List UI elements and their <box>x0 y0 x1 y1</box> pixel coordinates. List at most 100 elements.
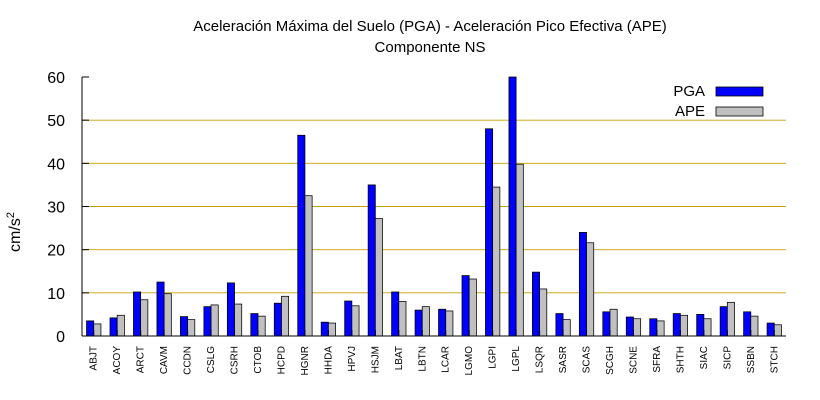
bar-ape-lcar <box>445 310 454 337</box>
legend-swatch-ape <box>715 106 764 117</box>
bar-ape-arct <box>140 299 149 337</box>
bar-pga-lsqr <box>532 271 540 337</box>
bar-pga-lgmo <box>461 275 470 337</box>
y-axis-label-text: cm/s <box>7 218 24 252</box>
bar-ape-hpvj <box>351 305 360 337</box>
bar-pga-hsjm <box>367 184 376 337</box>
y-tick-label-50: 50 <box>47 113 65 130</box>
bar-ape-abjt <box>93 323 102 337</box>
bar-ape-scas <box>586 242 595 337</box>
bar-ape-lsqr <box>539 288 548 337</box>
chart-subtitle: Componente NS <box>375 39 486 56</box>
bar-ape-cavm <box>163 293 172 337</box>
bar-pga-hhda <box>320 321 329 337</box>
legend-label-ape: APE <box>675 103 705 120</box>
bar-pga-scas <box>578 232 587 337</box>
bar-ape-hcpd <box>281 295 290 337</box>
bar-pga-acoy <box>109 317 118 337</box>
bar-pga-scgh <box>602 311 611 337</box>
bar-pga-cslg <box>203 306 212 337</box>
x-tick-label-lbtn: LBTN <box>417 346 428 372</box>
bar-ape-lgpl <box>515 163 524 337</box>
bar-pga-sicp <box>719 306 728 337</box>
x-tick-label-hgnr: HGNR <box>300 346 311 375</box>
y-tick-label-60: 60 <box>47 70 65 87</box>
x-tick-label-hcpd: HCPD <box>276 346 287 374</box>
bar-ape-hsjm <box>374 218 383 337</box>
legend-label-pga: PGA <box>673 83 705 100</box>
bar-ape-sasr <box>562 319 571 337</box>
y-tick-label-40: 40 <box>47 156 65 173</box>
x-tick-label-siac: SIAC <box>699 346 710 369</box>
bar-pga-hpvj <box>344 300 353 337</box>
bar-ape-acoy <box>116 314 125 337</box>
bar-ape-sicp <box>726 301 735 337</box>
bar-pga-scne <box>625 316 634 337</box>
x-tick-label-cavm: CAVM <box>159 346 170 374</box>
bar-pga-abjt <box>86 320 95 337</box>
bar-pga-lgpl <box>508 76 517 337</box>
x-tick-label-scne: SCNE <box>628 346 639 374</box>
bar-ape-stch <box>773 324 782 337</box>
x-tick-label-ctob: CTOB <box>253 346 264 374</box>
y-tick-label-10: 10 <box>47 286 65 303</box>
bar-ape-shth <box>680 314 688 337</box>
bar-ape-scne <box>633 318 642 337</box>
bar-pga-lbtn <box>414 309 423 337</box>
x-tick-label-sicp: SICP <box>722 346 733 370</box>
x-tick-label-lcar: LCAR <box>441 346 452 373</box>
bar-ape-siac <box>703 318 712 337</box>
x-tick-label-lgpi: LGPI <box>488 346 499 369</box>
bar-ape-lgmo <box>468 278 477 337</box>
bar-pga-ctob <box>250 313 259 337</box>
x-tick-label-abjt: ABJT <box>89 346 100 370</box>
x-tick-label-ccdn: CCDN <box>183 346 194 375</box>
x-tick-label-stch: STCH <box>769 346 780 373</box>
bar-pga-siac <box>696 314 705 337</box>
x-tick-label-acoy: ACOY <box>112 346 123 375</box>
bar-pga-sfra <box>649 318 658 337</box>
x-tick-label-cslg: CSLG <box>206 346 217 373</box>
x-tick-label-arct: ARCT <box>136 346 147 373</box>
x-tick-label-hhda: HHDA <box>323 346 334 375</box>
bar-ape-lgpi <box>492 186 501 337</box>
bar-ape-ssbn <box>750 315 759 337</box>
chart-title: Aceleración Máxima del Suelo (PGA) - Ace… <box>193 18 667 35</box>
y-axis-label-superscript: 2 <box>5 212 17 218</box>
x-tick-label-sasr: SASR <box>558 346 569 373</box>
bar-ape-csrh <box>234 303 243 337</box>
legend-swatch-pga <box>715 86 764 97</box>
x-tick-label-lbat: LBAT <box>394 346 405 370</box>
x-tick-label-shth: SHTH <box>675 346 686 373</box>
bar-ape-ccdn <box>187 319 196 337</box>
y-tick-label-20: 20 <box>47 243 65 260</box>
y-axis-label: cm/s2 <box>5 212 24 252</box>
bar-pga-ccdn <box>180 316 188 337</box>
bar-ape-sfra <box>656 320 665 337</box>
bar-ape-cslg <box>210 304 219 337</box>
bar-pga-cavm <box>156 281 165 337</box>
bar-ape-lbat <box>398 301 407 337</box>
legend: PGA APE <box>673 83 764 120</box>
bar-ape-scgh <box>609 308 618 337</box>
bar-pga-lbat <box>391 291 400 337</box>
bar-pga-shth <box>672 313 681 337</box>
bar-pga-hgnr <box>297 134 306 337</box>
bar-pga-stch <box>766 322 775 337</box>
x-tick-label-hpvj: HPVJ <box>347 346 358 372</box>
bars <box>86 76 782 337</box>
y-tick-label-30: 30 <box>47 200 65 217</box>
grid-lines <box>82 119 786 294</box>
x-tick-label-lsqr: LSQR <box>535 346 546 373</box>
y-tick-label-0: 0 <box>56 329 65 346</box>
x-ticks: ABJT ACOY ARCT CAVM CCDN CSLG CSRH CTOB HCPD HGNR… <box>89 330 780 375</box>
x-tick-label-lgpl: LGPL <box>511 346 522 372</box>
bar-pga-lgpi <box>485 128 494 337</box>
bar-ape-hgnr <box>304 195 313 337</box>
bar-ape-ctob <box>257 315 266 337</box>
bar-pga-arct <box>133 291 142 337</box>
x-tick-label-scas: SCAS <box>582 346 593 374</box>
